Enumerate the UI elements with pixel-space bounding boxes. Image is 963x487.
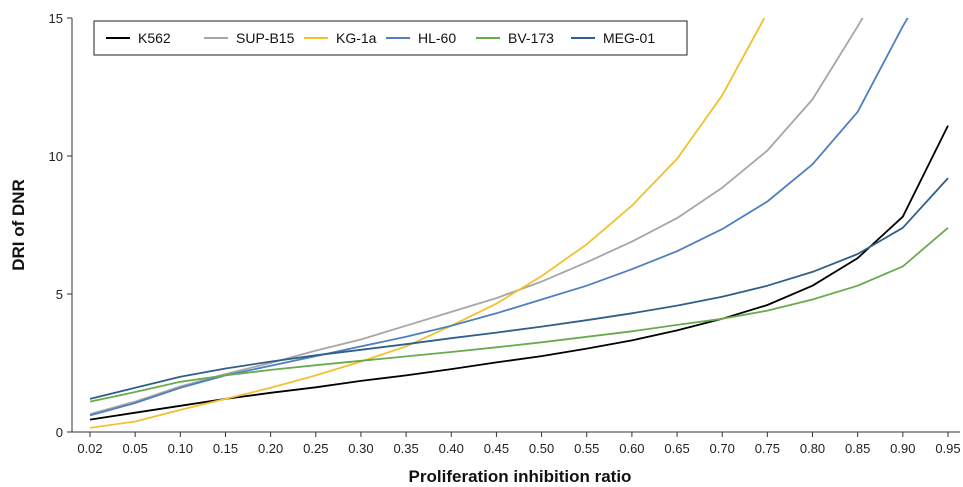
y-tick-label: 15 bbox=[49, 11, 63, 26]
y-tick-label: 10 bbox=[49, 149, 63, 164]
x-tick-label: 0.55 bbox=[574, 441, 599, 456]
legend-label: K562 bbox=[138, 30, 171, 46]
x-tick-label: 0.80 bbox=[800, 441, 825, 456]
series-line-sup-b15 bbox=[89, 18, 864, 415]
series-line-bv-173 bbox=[89, 227, 949, 403]
x-tick-label: 0.25 bbox=[303, 441, 328, 456]
x-tick-label: 0.15 bbox=[213, 441, 238, 456]
legend-label: BV-173 bbox=[508, 30, 554, 46]
y-axis-title: DRI of DNR bbox=[9, 179, 28, 271]
x-tick-label: 0.95 bbox=[935, 441, 960, 456]
x-tick-label: 0.65 bbox=[664, 441, 689, 456]
x-tick-label: 0.90 bbox=[890, 441, 915, 456]
y-tick-label: 5 bbox=[56, 287, 63, 302]
x-tick-label: 0.40 bbox=[439, 441, 464, 456]
legend-label: KG-1a bbox=[336, 30, 377, 46]
x-tick-label: 0.02 bbox=[77, 441, 102, 456]
x-tick-label: 0.10 bbox=[168, 441, 193, 456]
legend-label: SUP-B15 bbox=[236, 30, 295, 46]
legend: K562 SUP-B15 KG-1a HL-60 BV-173 MEG-01 bbox=[93, 20, 688, 56]
x-tick-label: 0.30 bbox=[348, 441, 373, 456]
x-tick-label: 0.20 bbox=[258, 441, 283, 456]
legend-label: MEG-01 bbox=[603, 30, 655, 46]
y-tick-label: 0 bbox=[56, 425, 63, 440]
x-tick-label: 0.70 bbox=[710, 441, 735, 456]
x-tick-label: 0.60 bbox=[619, 441, 644, 456]
x-tick-label: 0.05 bbox=[123, 441, 148, 456]
legend-label: HL-60 bbox=[418, 30, 456, 46]
x-tick-label: 0.45 bbox=[484, 441, 509, 456]
series-line-meg-01 bbox=[89, 177, 949, 400]
axes: 0 5 10 15 0.02 0.05 0.10 0.15 0.20 0.25 0.30 0.35 0.… bbox=[49, 11, 961, 456]
x-axis-title: Proliferation inhibition ratio bbox=[409, 467, 632, 486]
series-line-kg-1a bbox=[89, 18, 766, 429]
x-tick-label: 0.35 bbox=[393, 441, 418, 456]
series-line-hl-60 bbox=[89, 18, 909, 417]
series-lines bbox=[89, 18, 949, 429]
x-tick-label: 0.50 bbox=[529, 441, 554, 456]
x-tick-label: 0.85 bbox=[845, 441, 870, 456]
x-tick-label: 0.75 bbox=[755, 441, 780, 456]
